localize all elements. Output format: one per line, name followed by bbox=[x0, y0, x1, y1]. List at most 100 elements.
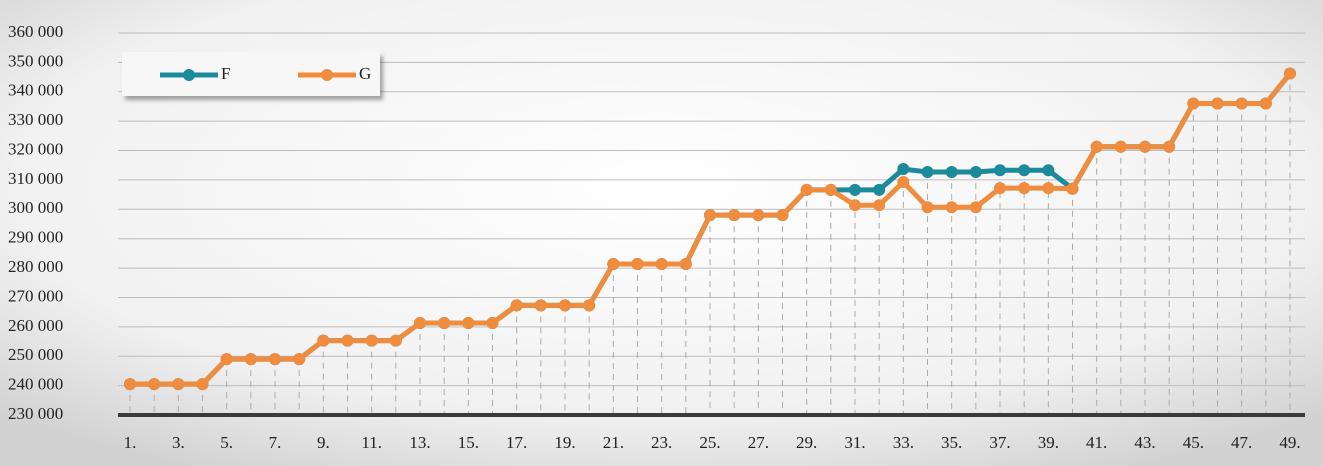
x-tick-label: 33. bbox=[893, 433, 914, 452]
x-tick-label: 37. bbox=[989, 433, 1010, 452]
marker bbox=[1235, 97, 1248, 110]
y-tick-label: 250 000 bbox=[8, 345, 63, 364]
marker bbox=[1114, 140, 1127, 153]
marker bbox=[486, 317, 499, 330]
marker bbox=[728, 209, 741, 222]
marker bbox=[1163, 140, 1176, 153]
marker bbox=[1042, 182, 1055, 195]
marker bbox=[800, 183, 813, 196]
marker bbox=[583, 299, 596, 312]
marker bbox=[220, 353, 233, 366]
y-tick-label: 310 000 bbox=[8, 169, 63, 188]
x-tick-label: 23. bbox=[651, 433, 672, 452]
x-tick-label: 7. bbox=[269, 433, 282, 452]
marker bbox=[849, 199, 861, 212]
x-tick-label: 41. bbox=[1086, 433, 1107, 452]
marker bbox=[607, 257, 620, 270]
x-tick-label: 45. bbox=[1183, 433, 1204, 452]
y-tick-label: 230 000 bbox=[8, 404, 63, 423]
marker bbox=[124, 378, 136, 391]
marker bbox=[945, 201, 958, 214]
x-tick-label: 19. bbox=[554, 433, 575, 452]
y-tick-label: 340 000 bbox=[8, 81, 63, 100]
marker bbox=[293, 353, 306, 366]
marker bbox=[438, 317, 451, 330]
marker bbox=[873, 183, 886, 196]
marker bbox=[897, 163, 910, 176]
marker bbox=[921, 201, 934, 214]
marker bbox=[921, 165, 934, 178]
y-tick-label: 280 000 bbox=[8, 257, 63, 276]
x-tick-label: 17. bbox=[506, 433, 527, 452]
y-tick-label: 240 000 bbox=[8, 375, 63, 394]
marker bbox=[172, 378, 185, 391]
marker bbox=[1187, 97, 1200, 110]
x-tick-label: 43. bbox=[1134, 433, 1155, 452]
x-tick-label: 31. bbox=[844, 433, 865, 452]
marker bbox=[462, 317, 475, 330]
x-tick-label: 11. bbox=[361, 433, 382, 452]
marker bbox=[849, 183, 861, 196]
marker bbox=[969, 201, 982, 214]
marker bbox=[510, 299, 523, 312]
marker bbox=[1259, 97, 1272, 110]
x-tick-label: 13. bbox=[409, 433, 430, 452]
y-tick-label: 260 000 bbox=[8, 316, 63, 335]
marker bbox=[317, 334, 330, 347]
x-tick-label: 3. bbox=[172, 433, 185, 452]
legend-label: F bbox=[221, 64, 230, 83]
x-tick-label: 49. bbox=[1279, 433, 1300, 452]
marker bbox=[824, 183, 837, 196]
marker bbox=[1139, 140, 1151, 153]
marker bbox=[1042, 164, 1055, 177]
marker bbox=[969, 165, 982, 178]
marker bbox=[897, 175, 910, 188]
x-tick-label: 25. bbox=[699, 433, 720, 452]
marker bbox=[1066, 182, 1079, 195]
x-tick-label: 39. bbox=[1038, 433, 1059, 452]
marker bbox=[269, 353, 281, 366]
marker bbox=[196, 378, 209, 391]
x-tick-label: 5. bbox=[220, 433, 233, 452]
marker bbox=[631, 257, 644, 270]
marker bbox=[534, 299, 547, 312]
marker bbox=[414, 317, 426, 330]
x-tick-label: 47. bbox=[1231, 433, 1252, 452]
marker bbox=[1018, 164, 1031, 177]
y-tick-label: 320 000 bbox=[8, 139, 63, 158]
marker bbox=[1284, 67, 1296, 80]
marker bbox=[704, 209, 716, 222]
legend-marker bbox=[183, 69, 195, 81]
x-tick-label: 35. bbox=[941, 433, 962, 452]
marker bbox=[873, 199, 886, 212]
marker bbox=[752, 209, 765, 222]
marker bbox=[148, 378, 161, 391]
marker bbox=[679, 257, 692, 270]
marker bbox=[341, 334, 354, 347]
marker bbox=[559, 299, 571, 312]
y-tick-label: 350 000 bbox=[8, 51, 63, 70]
marker bbox=[244, 353, 257, 366]
marker bbox=[994, 164, 1006, 177]
y-tick-label: 270 000 bbox=[8, 286, 63, 305]
marker bbox=[1211, 97, 1224, 110]
x-tick-label: 9. bbox=[317, 433, 330, 452]
marker bbox=[389, 334, 402, 347]
x-tick-label: 1. bbox=[124, 433, 137, 452]
y-tick-label: 300 000 bbox=[8, 198, 63, 217]
marker bbox=[994, 182, 1006, 195]
legend-marker bbox=[321, 69, 333, 81]
y-tick-label: 360 000 bbox=[8, 22, 63, 41]
legend-label: G bbox=[359, 64, 371, 83]
x-tick-label: 21. bbox=[603, 433, 624, 452]
marker bbox=[365, 334, 378, 347]
y-tick-label: 330 000 bbox=[8, 110, 63, 129]
marker bbox=[655, 257, 668, 270]
marker bbox=[776, 209, 789, 222]
x-tick-label: 15. bbox=[458, 433, 479, 452]
x-tick-label: 29. bbox=[796, 433, 817, 452]
marker bbox=[1090, 140, 1103, 153]
y-tick-label: 290 000 bbox=[8, 228, 63, 247]
